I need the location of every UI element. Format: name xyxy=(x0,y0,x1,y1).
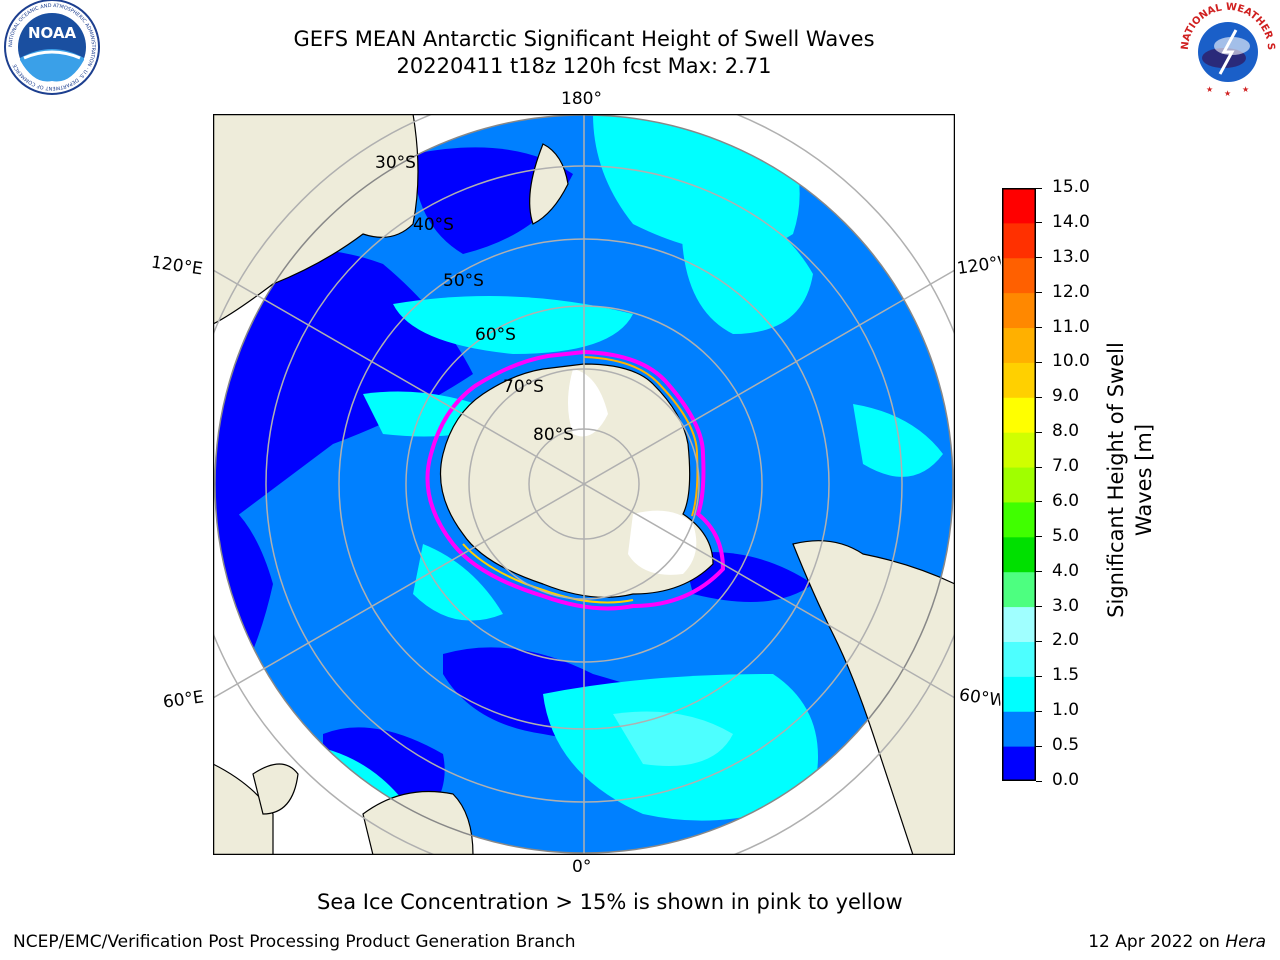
lon-label-0: 0° xyxy=(572,857,592,877)
colorbar-tick-label: 14.0 xyxy=(1052,211,1090,232)
lat-label-60s: 60°S xyxy=(475,325,516,345)
colorbar-tick-label: 9.0 xyxy=(1052,386,1080,407)
lat-label-70s: 70°S xyxy=(503,377,544,397)
colorbar-segment xyxy=(1002,188,1036,224)
colorbar-tick-label: 0.5 xyxy=(1052,735,1080,756)
sea-ice-note: Sea Ice Concentration > 15% is shown in … xyxy=(317,890,903,914)
colorbar-tick-mark xyxy=(1036,187,1042,189)
lon-label-120e: 120°E xyxy=(149,252,204,280)
colorbar-tick-label: 7.0 xyxy=(1052,456,1080,477)
sea-ice-edge xyxy=(425,349,726,611)
lat-label-50s: 50°S xyxy=(443,271,484,291)
colorbar-segment xyxy=(1002,641,1036,677)
colorbar-tick-mark xyxy=(1036,536,1042,538)
colorbar-tick-label: 6.0 xyxy=(1052,490,1080,511)
colorbar-segment xyxy=(1002,536,1036,573)
colorbar-segment xyxy=(1002,501,1036,538)
colorbar-tick-label: 5.0 xyxy=(1052,525,1080,546)
colorbar-tick-label: 1.5 xyxy=(1052,665,1080,686)
swell-height-field xyxy=(215,115,953,853)
colorbar-tick-label: 3.0 xyxy=(1052,595,1080,616)
svg-text:★: ★ xyxy=(1206,85,1213,94)
noaa-logo-text: NOAA xyxy=(28,24,77,42)
colorbar-tick-mark xyxy=(1036,606,1042,608)
colorbar-segment xyxy=(1002,327,1036,363)
colorbar-segment xyxy=(1002,397,1036,433)
colorbar-tick-label: 0.0 xyxy=(1052,770,1080,790)
colorbar-segment xyxy=(1002,257,1036,294)
colorbar-tick-label: 1.0 xyxy=(1052,700,1080,721)
colorbar-tick-mark xyxy=(1036,396,1042,398)
colorbar-tick-mark xyxy=(1036,745,1042,747)
chart-title: GEFS MEAN Antarctic Significant Height o… xyxy=(293,27,875,51)
colorbar-tick-mark xyxy=(1036,327,1042,329)
colorbar-segment xyxy=(1002,746,1036,781)
lon-label-60e: 60°E xyxy=(161,687,206,713)
lon-label-120w: 120°W xyxy=(955,253,1003,279)
colorbar-tick-label: 15.0 xyxy=(1052,177,1090,197)
colorbar-tick-mark xyxy=(1036,571,1042,573)
colorbar-tick-label: 4.0 xyxy=(1052,560,1080,581)
colorbar-segment xyxy=(1002,432,1036,468)
colorbar-tick-mark xyxy=(1036,257,1042,259)
colorbar-tick-mark xyxy=(1036,361,1042,363)
colorbar-segment xyxy=(1002,711,1036,747)
colorbar xyxy=(1002,188,1036,781)
colorbar-segment xyxy=(1002,292,1036,329)
lat-label-30s: 30°S xyxy=(375,153,416,173)
colorbar-tick-mark xyxy=(1036,431,1042,433)
colorbar-tick-mark xyxy=(1036,675,1042,677)
map-frame xyxy=(213,114,955,855)
chart-subtitle: 20220411 t18z 120h fcst Max: 2.71 xyxy=(396,54,772,78)
colorbar-tick-label: 10.0 xyxy=(1052,351,1090,372)
colorbar-segment xyxy=(1002,362,1036,398)
lat-label-80s: 80°S xyxy=(533,425,574,445)
polar-map: 30°S 40°S 50°S 60°S 70°S 80°S xyxy=(213,114,955,855)
lon-label-180: 180° xyxy=(561,89,602,109)
colorbar-segment xyxy=(1002,676,1036,712)
colorbar-tick-mark xyxy=(1036,222,1042,224)
colorbar-tick-mark xyxy=(1036,466,1042,468)
colorbar-segment xyxy=(1002,222,1036,259)
colorbar-segment xyxy=(1002,467,1036,503)
colorbar-segment xyxy=(1002,606,1036,642)
colorbar-tick-mark xyxy=(1036,710,1042,712)
colorbar-tick-mark xyxy=(1036,501,1042,503)
colorbar-tick-mark xyxy=(1036,292,1042,294)
lat-label-40s: 40°S xyxy=(413,215,454,235)
svg-text:★: ★ xyxy=(1224,89,1231,98)
footer-branch: NCEP/EMC/Verification Post Processing Pr… xyxy=(13,932,576,952)
noaa-logo: NOAA NATIONAL OCEANIC AND ATMOSPHERIC AD… xyxy=(4,0,100,95)
colorbar-tick-mark xyxy=(1036,780,1042,782)
colorbar-tick-label: 8.0 xyxy=(1052,421,1080,442)
colorbar-segment xyxy=(1002,571,1036,608)
nws-logo: NATIONAL WEATHER SERVICE ★ ★ ★ xyxy=(1176,0,1276,98)
colorbar-tick-label: 2.0 xyxy=(1052,630,1080,651)
colorbar-label: Significant Height of Swell Waves [m] xyxy=(1104,342,1156,618)
colorbar-tick-mark xyxy=(1036,640,1042,642)
colorbar-tick-label: 12.0 xyxy=(1052,281,1090,302)
colorbar-tick-label: 11.0 xyxy=(1052,316,1090,337)
colorbar-tick-label: 13.0 xyxy=(1052,246,1090,267)
svg-text:★: ★ xyxy=(1242,85,1249,94)
footer-date: 12 Apr 2022 on Hera xyxy=(1088,932,1266,952)
lon-label-60w: 60°W xyxy=(957,685,1003,711)
